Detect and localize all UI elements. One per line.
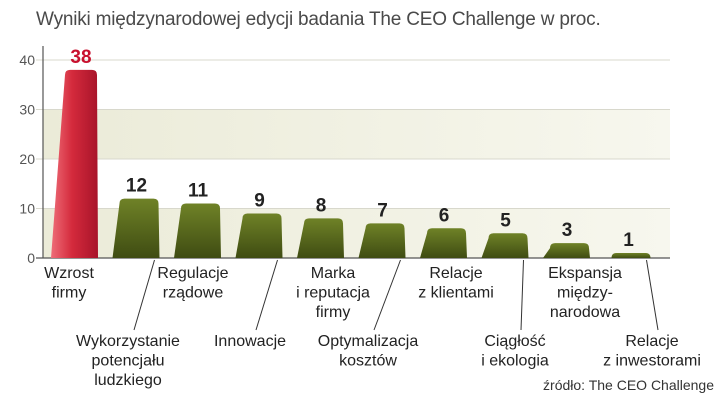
category-label-line: z klientami bbox=[418, 285, 494, 302]
category-label-line: Regulacje bbox=[157, 265, 228, 282]
y-tick-label: 0 bbox=[27, 250, 35, 266]
y-tick-label: 40 bbox=[19, 52, 35, 68]
data-label: 6 bbox=[439, 205, 450, 226]
category-label-line: i ekologia bbox=[481, 353, 549, 370]
leader-line bbox=[255, 259, 278, 331]
bar bbox=[543, 243, 590, 258]
data-label: 1 bbox=[623, 230, 634, 251]
category-label-line: Relacje bbox=[429, 265, 482, 282]
bar bbox=[481, 233, 529, 258]
leader-line bbox=[133, 259, 155, 331]
y-tick-label: 20 bbox=[19, 151, 35, 167]
category-label-line: potencjału bbox=[92, 353, 165, 370]
category-label-line: Wykorzystanie bbox=[76, 333, 180, 350]
category-label: Regulacje rządowe bbox=[157, 265, 228, 302]
category-label: Ciągłość i ekologia bbox=[481, 333, 549, 370]
category-label-line: firmy bbox=[52, 285, 87, 302]
data-label: 38 bbox=[70, 47, 91, 68]
category-label: Marka i reputacja firmy bbox=[296, 265, 370, 321]
highlight-bar bbox=[51, 69, 98, 259]
data-label: 12 bbox=[126, 176, 147, 197]
bar bbox=[174, 203, 221, 258]
category-label-line: z inwestorami bbox=[603, 353, 701, 370]
category-label-line: Relacje bbox=[625, 333, 678, 350]
leader-line bbox=[373, 259, 401, 331]
bar bbox=[604, 253, 652, 259]
band-20-30 bbox=[43, 109, 670, 159]
data-label: 3 bbox=[562, 220, 573, 241]
category-label-line: Optymalizacja bbox=[318, 333, 419, 350]
category-label-line: ludzkiego bbox=[94, 372, 162, 389]
chart-title: Wyniki międzynarodowej edycji badania Th… bbox=[36, 9, 601, 30]
bar bbox=[297, 218, 344, 258]
category-label: Optymalizacja kosztów bbox=[318, 333, 419, 370]
category-label: Wykorzystanie potencjału ludzkiego bbox=[76, 333, 180, 389]
category-label-line: firmy bbox=[316, 304, 351, 321]
bar bbox=[358, 223, 406, 258]
category-label-line: rządowe bbox=[163, 285, 224, 302]
data-label: 11 bbox=[188, 181, 209, 202]
category-label-line: Wzrost bbox=[44, 265, 94, 282]
category-label-line: i reputacja bbox=[296, 285, 370, 302]
category-label: Relacje z inwestorami bbox=[603, 333, 701, 370]
category-label-line: Ciągłość bbox=[484, 333, 545, 350]
y-tick-label: 30 bbox=[19, 102, 35, 118]
leader-line bbox=[646, 259, 659, 331]
y-tick-label: 10 bbox=[19, 201, 35, 217]
category-label: Wzrost firmy bbox=[44, 265, 94, 302]
category-label-line: kosztów bbox=[339, 353, 397, 370]
bar bbox=[112, 198, 160, 258]
data-label: 7 bbox=[377, 200, 388, 221]
bar bbox=[420, 228, 467, 258]
category-label: Relacje z klientami bbox=[418, 265, 494, 302]
source-note: źródło: The CEO Challenge bbox=[543, 377, 714, 393]
category-label: Innowacje bbox=[214, 333, 286, 350]
category-label-line: Ekspansja bbox=[548, 265, 622, 282]
leader-line bbox=[520, 259, 524, 331]
data-label: 5 bbox=[500, 210, 511, 231]
category-label-line: Innowacje bbox=[214, 333, 286, 350]
bar bbox=[235, 213, 283, 258]
category-label-line: narodowa bbox=[550, 304, 620, 321]
category-label-line: Marka bbox=[311, 265, 356, 282]
data-label: 9 bbox=[254, 190, 265, 211]
data-label: 8 bbox=[316, 195, 327, 216]
category-label-line: między- bbox=[557, 285, 613, 302]
category-label: Ekspansja między-narodowa bbox=[548, 265, 622, 321]
